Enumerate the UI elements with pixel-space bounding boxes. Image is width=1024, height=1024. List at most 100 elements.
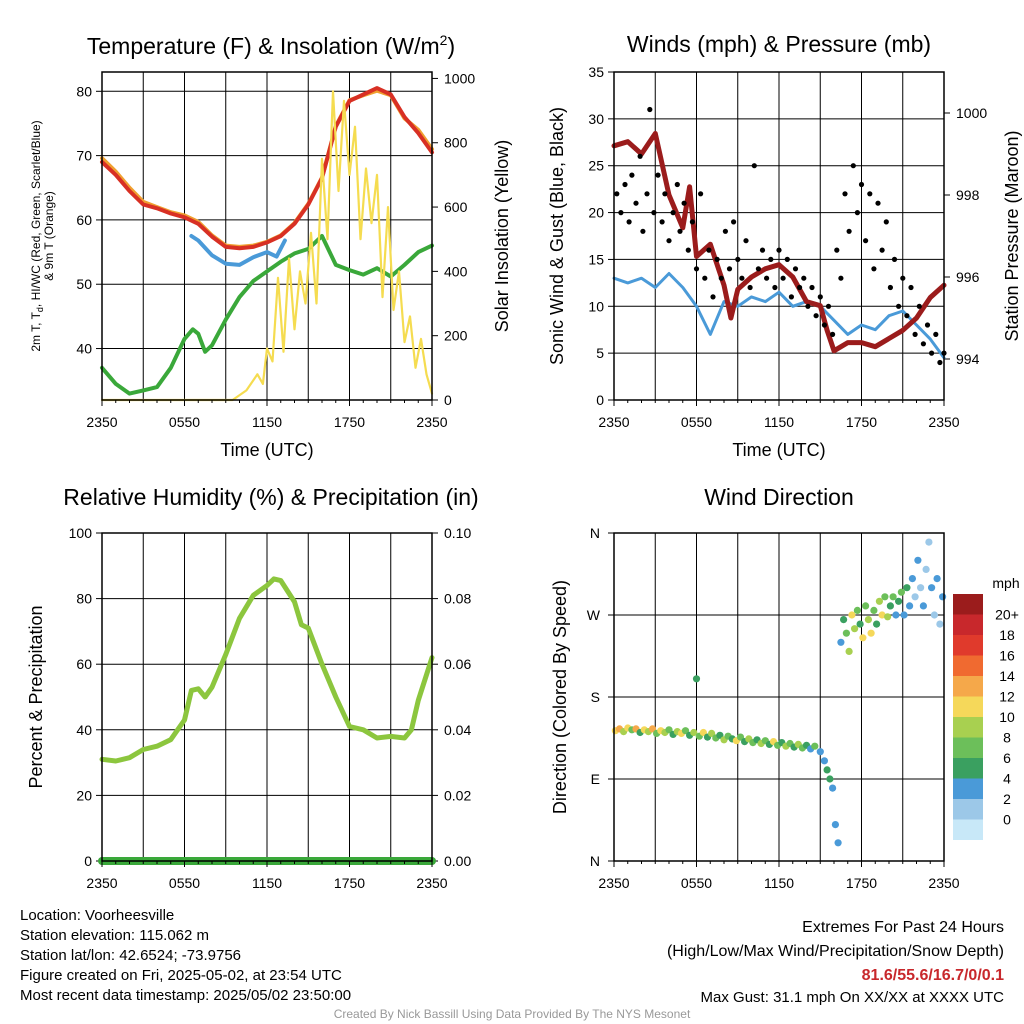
direction-point: [886, 602, 895, 610]
legend-swatch: [953, 614, 983, 635]
gust-point: [659, 219, 665, 225]
winds-ytick-label: 5: [596, 345, 604, 361]
direction-xtick-label: 2350: [598, 875, 629, 891]
gust-point: [875, 200, 881, 206]
gust-point: [710, 294, 716, 300]
credit-line: Created By Nick Bassill Using Data Provi…: [333, 1007, 691, 1021]
gust-point: [677, 228, 683, 234]
gust-point: [755, 266, 762, 272]
humidity-xtick-label: 2350: [416, 875, 447, 891]
direction-point: [845, 647, 853, 656]
winds-xtick-label: 1750: [846, 414, 877, 430]
humidity-ytick-label: 0: [84, 853, 92, 869]
direction-point: [870, 606, 878, 615]
gust-point: [891, 256, 898, 262]
direction-ytick-label: N: [590, 853, 600, 869]
gust-point: [618, 210, 624, 216]
gust-point: [842, 191, 848, 197]
extremes-subtitle: (High/Low/Max Wind/Precipitation/Snow De…: [666, 943, 1004, 960]
winds-y2tick-label: 998: [956, 187, 980, 203]
gust-point: [813, 313, 819, 319]
gust-point: [937, 359, 943, 366]
direction-point: [862, 602, 870, 610]
winds-y2tick-label: 1000: [956, 105, 987, 121]
humidity-xtick-label: 1750: [334, 875, 365, 891]
direction-point: [914, 556, 922, 564]
direction-point: [708, 729, 716, 738]
direction-point: [925, 538, 933, 546]
gust-point: [651, 210, 657, 216]
direction-point: [900, 611, 908, 619]
direction-point: [837, 638, 845, 646]
winds-ytick-label: 30: [588, 111, 604, 127]
gust-point: [768, 256, 774, 262]
direction-point: [690, 728, 698, 737]
legend-label: 12: [999, 689, 1015, 705]
gust-point: [633, 200, 639, 206]
temperature-series-1: [100, 86, 434, 251]
humidity-xtick-label: 2350: [86, 875, 117, 891]
gust-point: [817, 294, 823, 300]
temperature-xtick-label: 1150: [252, 414, 282, 430]
direction-xtick-label: 2350: [928, 875, 959, 891]
direction-point: [939, 593, 947, 601]
gust-point: [681, 200, 687, 206]
direction-point: [897, 588, 906, 596]
winds-ylabel: Sonic Wind & Gust (Blue, Black): [547, 107, 567, 365]
gust-point: [702, 275, 708, 281]
direction-point: [820, 757, 829, 765]
temperature-ylabel2: Solar Insolation (Yellow): [492, 140, 512, 332]
gust-point: [759, 247, 766, 253]
gust-point: [846, 228, 852, 234]
humidity-ytick-label: 80: [76, 591, 92, 607]
legend-swatch: [953, 635, 983, 656]
gust-point: [780, 275, 786, 281]
gust-point: [916, 303, 922, 309]
temperature-title: Temperature (F) & Insolation (W/m2): [87, 32, 455, 59]
gust-point: [731, 219, 737, 225]
temperature-xtick-label: 1750: [334, 414, 365, 430]
gust-point: [718, 275, 724, 281]
legend-swatch: [953, 594, 983, 615]
winds-xtick-label: 1150: [764, 414, 794, 430]
legend-swatch: [953, 737, 983, 758]
direction-point: [878, 611, 886, 619]
direction-point: [853, 606, 862, 615]
direction-point: [826, 775, 834, 783]
direction-point: [856, 620, 864, 628]
gust-point: [788, 294, 795, 300]
gust-point: [722, 228, 729, 234]
speed-legend: mph 20+ 18 16 14 12 10 8 6 4 2 0: [953, 575, 1020, 840]
temperature-xtick-label: 2350: [86, 414, 117, 430]
direction-point: [840, 616, 848, 624]
gust-point: [920, 341, 927, 347]
info-latlon: Station lat/lon: 42.6524; -73.9756: [20, 947, 242, 964]
direction-point: [692, 675, 701, 683]
winds-series-pressure: [611, 131, 947, 354]
gust-point: [805, 303, 811, 309]
direction-point: [881, 593, 889, 601]
gust-point: [887, 284, 894, 291]
winds-ytick-label: 20: [588, 205, 604, 221]
legend-swatch: [953, 676, 983, 697]
legend-swatch: [953, 655, 983, 676]
gust-point: [655, 172, 661, 178]
gust-point: [735, 256, 741, 262]
humidity-y2tick-label: 0.04: [444, 722, 471, 738]
gust-point: [772, 284, 778, 291]
winds-ylabel2: Station Pressure (Maroon): [1002, 130, 1022, 341]
humidity-ytick-label: 40: [76, 722, 92, 738]
gust-point: [854, 210, 861, 216]
winds-ytick-label: 35: [588, 64, 604, 80]
direction-point: [842, 629, 851, 637]
gust-point: [784, 256, 790, 262]
legend-swatch: [953, 717, 983, 738]
temperature-y2tick-label: 0: [444, 392, 452, 408]
gust-point: [714, 256, 720, 262]
direction-point: [851, 625, 859, 633]
direction-point: [922, 565, 930, 574]
gust-point: [838, 275, 844, 281]
direction-point: [917, 584, 925, 592]
winds-ytick-label: 25: [588, 158, 604, 174]
